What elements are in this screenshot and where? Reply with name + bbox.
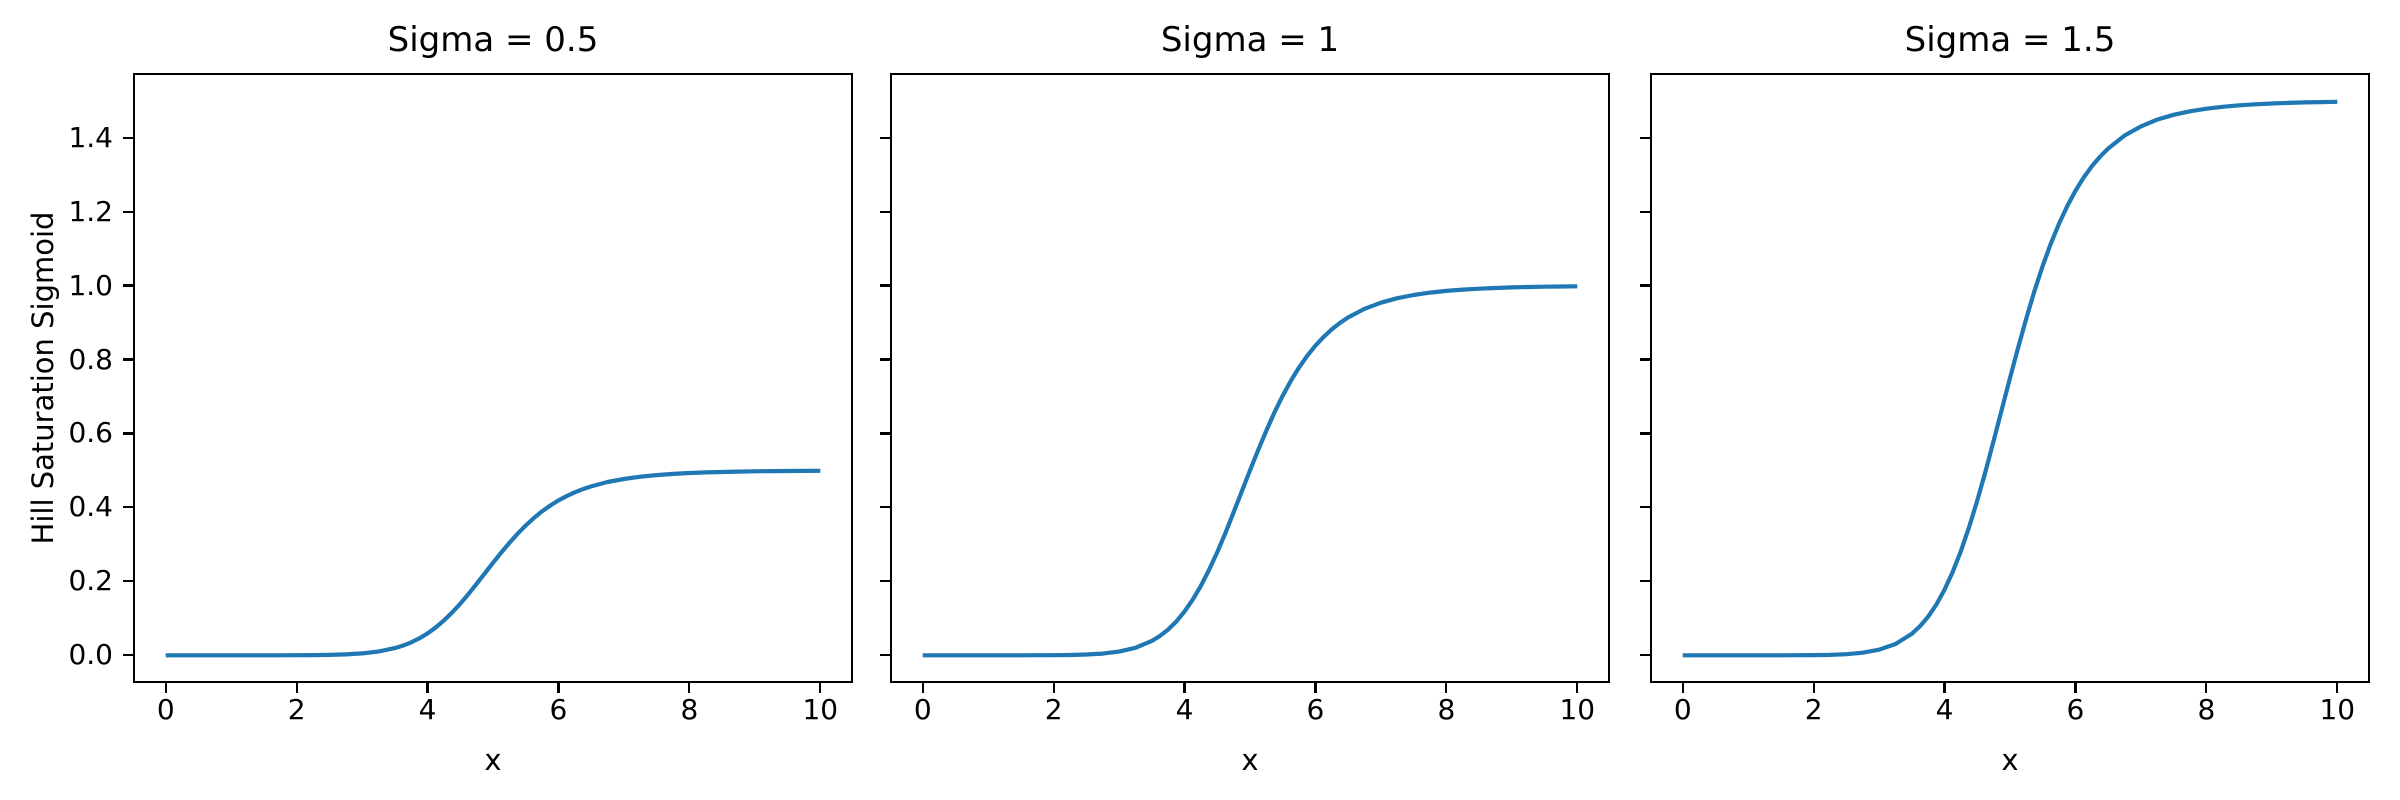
axes-frame (1650, 73, 2370, 683)
x-tick-mark (1812, 683, 1815, 693)
y-tick-mark (1640, 136, 1650, 139)
x-tick-label: 2 (1804, 693, 1823, 726)
x-tick-label: 6 (2066, 693, 2085, 726)
line-plot (165, 468, 821, 658)
subplot-title: Sigma = 1 (1160, 20, 1340, 60)
sigmoid-curve (1682, 99, 2338, 658)
x-tick-label: 8 (1437, 693, 1456, 726)
x-tick-label: 0 (156, 693, 175, 726)
subplot-sigma-15: Sigma = 1.5 0 2 4 6 8 10 x (1640, 21, 2370, 776)
x-tick-mark (1576, 683, 1579, 693)
x-axis-label: x (2001, 743, 2019, 777)
x-tick-label: 8 (680, 693, 699, 726)
axes-frame (890, 73, 1610, 683)
x-tick-mark (1681, 683, 1684, 693)
y-tick-label: 1.4 (68, 120, 113, 154)
x-tick-label: 0 (1673, 693, 1692, 726)
y-tick-mark (880, 136, 890, 139)
x-tick-label: 2 (1044, 693, 1063, 726)
x-tick-mark (2336, 683, 2339, 693)
line-plot (922, 284, 1578, 658)
y-tick-mark (123, 284, 133, 287)
x-tick-mark (1445, 683, 1448, 693)
x-tick-mark (164, 683, 167, 693)
y-tick-label: 0.2 (68, 564, 113, 598)
x-tick-mark (688, 683, 691, 693)
y-tick-mark (1640, 506, 1650, 509)
y-tick-label: 0.6 (68, 416, 113, 450)
x-tick-label: 10 (2319, 693, 2356, 726)
y-tick-label: 1.2 (68, 194, 113, 228)
x-tick-label: 4 (1935, 693, 1954, 726)
x-tick-mark (426, 683, 429, 693)
y-tick-label: 0.8 (68, 342, 113, 376)
y-tick-mark (1640, 654, 1650, 657)
y-tick-mark (1640, 358, 1650, 361)
x-tick-mark (1183, 683, 1186, 693)
x-tick-mark (2205, 683, 2208, 693)
x-tick-mark (295, 683, 298, 693)
x-tick-mark (1943, 683, 1946, 693)
y-tick-label: 0.4 (68, 490, 113, 524)
y-tick-mark (123, 358, 133, 361)
y-tick-mark (123, 654, 133, 657)
x-tick-label: 6 (1306, 693, 1325, 726)
y-tick-mark (1640, 284, 1650, 287)
y-tick-mark (123, 136, 133, 139)
x-tick-mark (921, 683, 924, 693)
x-tick-mark (557, 683, 560, 693)
y-tick-mark (880, 358, 890, 361)
x-tick-label: 4 (1175, 693, 1194, 726)
x-tick-label: 6 (549, 693, 568, 726)
x-tick-label: 2 (287, 693, 306, 726)
subplot-sigma-05: Sigma = 0.5 0 2 4 6 8 10 0.0 0.2 0.4 0.6 0.8 1.0 1.… (68, 21, 853, 776)
y-tick-mark (1640, 432, 1650, 435)
x-tick-label: 10 (1559, 693, 1596, 726)
sigmoid-curve (165, 468, 821, 658)
x-tick-label: 10 (802, 693, 839, 726)
x-tick-label: 4 (418, 693, 437, 726)
subplot-title: Sigma = 0.5 (387, 20, 599, 60)
y-tick-mark (880, 432, 890, 435)
y-tick-mark (123, 580, 133, 583)
y-tick-mark (1640, 210, 1650, 213)
y-tick-mark (880, 580, 890, 583)
x-axis-label: x (1241, 743, 1259, 777)
x-tick-mark (1314, 683, 1317, 693)
y-tick-mark (1640, 580, 1650, 583)
x-tick-label: 0 (913, 693, 932, 726)
x-tick-mark (2074, 683, 2077, 693)
line-plot (1682, 99, 2338, 658)
x-axis-label: x (484, 743, 502, 777)
y-tick-label: 1.0 (68, 268, 113, 302)
y-tick-mark (123, 506, 133, 509)
y-tick-mark (123, 432, 133, 435)
y-tick-mark (123, 210, 133, 213)
x-tick-mark (819, 683, 822, 693)
subplot-title: Sigma = 1.5 (1904, 20, 2116, 60)
subplot-sigma-1: Sigma = 1 0 2 4 6 8 10 x (880, 21, 1610, 776)
sigmoid-curve (922, 284, 1578, 658)
x-tick-label: 8 (2197, 693, 2216, 726)
y-tick-mark (880, 654, 890, 657)
y-tick-mark (880, 506, 890, 509)
y-tick-mark (880, 210, 890, 213)
axes-frame (133, 73, 853, 683)
y-tick-mark (880, 284, 890, 287)
y-tick-label: 0.0 (68, 638, 113, 672)
x-tick-mark (1052, 683, 1055, 693)
